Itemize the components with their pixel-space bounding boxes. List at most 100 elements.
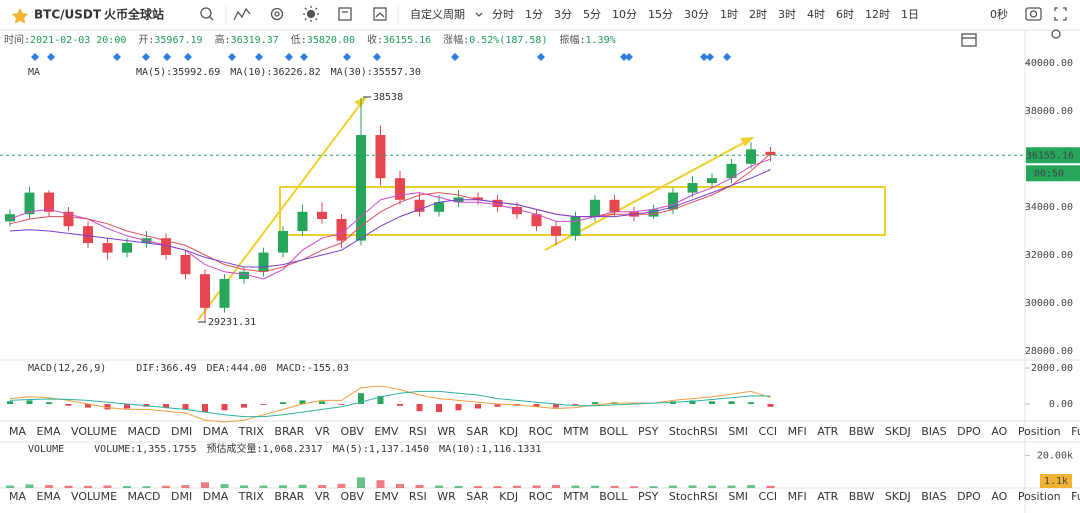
indicator-tab[interactable]: StochRSI	[669, 425, 718, 438]
indicator-tab[interactable]: RSI	[409, 425, 427, 438]
period-option[interactable]: 1日	[901, 8, 919, 21]
macd-bar	[7, 401, 13, 404]
indicator-tab[interactable]: OBV	[341, 490, 365, 503]
indicator-tab[interactable]: VOLUME	[71, 425, 117, 438]
period-option[interactable]: 12时	[865, 8, 890, 21]
indicator-tab[interactable]: VR	[315, 490, 331, 503]
period-option[interactable]: 6时	[836, 8, 854, 21]
period-option[interactable]: 15分	[648, 8, 673, 21]
indicator-tab[interactable]: EMA	[37, 425, 61, 438]
indicator-tab[interactable]: Fundflow	[1071, 425, 1080, 438]
symbol[interactable]: BTC/USDT	[34, 8, 102, 22]
indicator-tab[interactable]: BIAS	[921, 425, 946, 438]
indicator-tab[interactable]: DPO	[957, 425, 981, 438]
event-markers[interactable]	[31, 53, 731, 61]
theme-icon[interactable]	[303, 6, 319, 22]
indicator-tab[interactable]: BOLL	[599, 490, 628, 503]
indicator-tab[interactable]: TRIX	[238, 425, 265, 438]
exchange[interactable]: 火币全球站	[104, 7, 164, 22]
favorite-star[interactable]	[11, 8, 29, 24]
indicator-tab[interactable]: MTM	[563, 425, 589, 438]
range-box[interactable]	[279, 186, 886, 236]
indicator-tab[interactable]: KDJ	[499, 425, 518, 438]
settings-icon[interactable]	[270, 7, 284, 21]
indicator-tab[interactable]: ROC	[529, 425, 553, 438]
indicator-tab[interactable]: SMI	[728, 490, 748, 503]
indicator-tab[interactable]: MA	[9, 490, 26, 503]
indicator-tab[interactable]: DMI	[171, 425, 192, 438]
indicator-tab[interactable]: BRAR	[274, 490, 304, 503]
indicator-tab[interactable]: EMA	[37, 490, 61, 503]
indicator-tab[interactable]: MACD	[128, 425, 161, 438]
indicator-tab[interactable]: DMA	[203, 425, 229, 438]
period-option[interactable]: 3时	[778, 8, 796, 21]
indicator-tab[interactable]: VR	[315, 425, 331, 438]
period-option[interactable]: 10分	[612, 8, 637, 21]
calendar-icon[interactable]	[961, 33, 977, 47]
period-option[interactable]: 2时	[749, 8, 767, 21]
indicator-icon[interactable]	[233, 7, 251, 21]
indicator-tab[interactable]: PSY	[638, 490, 659, 503]
indicator-tab[interactable]: SMI	[728, 425, 748, 438]
period-option[interactable]: 1时	[720, 8, 738, 21]
indicator-tab[interactable]: OBV	[341, 425, 365, 438]
period-option[interactable]: 30分	[684, 8, 709, 21]
indicator-tab[interactable]: BBW	[849, 425, 875, 438]
indicator-tab[interactable]: WR	[437, 425, 456, 438]
layout-icon[interactable]	[338, 7, 352, 21]
period-option[interactable]: 1分	[525, 8, 543, 21]
indicator-tab[interactable]: MA	[9, 425, 26, 438]
period-option[interactable]: 3分	[554, 8, 572, 21]
indicator-tab[interactable]: DMA	[203, 490, 229, 503]
indicator-tab[interactable]: CCI	[759, 425, 778, 438]
indicator-tab[interactable]: KDJ	[499, 490, 518, 503]
macd-bar	[241, 403, 247, 408]
indicator-tab[interactable]: MTM	[563, 490, 589, 503]
indicator-tab[interactable]: VOLUME	[71, 490, 117, 503]
dropdown-arrow[interactable]	[475, 12, 483, 17]
indicator-tab[interactable]: SAR	[466, 490, 489, 503]
indicator-tab[interactable]: ATR	[817, 425, 838, 438]
indicator-tab[interactable]: Position	[1018, 425, 1061, 438]
info-bar: 时间:2021-02-03 20:00 开:35967.19 高:36319.37 低…	[4, 33, 616, 46]
indicator-tab[interactable]: MACD	[128, 490, 161, 503]
indicator-tab[interactable]: BRAR	[274, 425, 304, 438]
snapshot-icon[interactable]	[373, 7, 387, 21]
indicator-tab[interactable]: Fundflow	[1071, 490, 1080, 503]
indicator-tab[interactable]: AO	[991, 425, 1007, 438]
camera-icon[interactable]	[1025, 7, 1042, 21]
indicator-tab[interactable]: MFI	[788, 425, 807, 438]
indicator-tab[interactable]: StochRSI	[669, 490, 718, 503]
candle-body	[531, 214, 542, 227]
candle-body	[609, 199, 620, 212]
indicator-tab[interactable]: BIAS	[921, 490, 946, 503]
indicator-tab[interactable]: WR	[437, 490, 456, 503]
indicator-tab[interactable]: ATR	[817, 490, 838, 503]
macd-bar	[182, 403, 189, 410]
indicator-tab[interactable]: BBW	[849, 490, 875, 503]
indicator-tab[interactable]: EMV	[374, 490, 398, 503]
indicator-tab[interactable]: MFI	[788, 490, 807, 503]
search-icon[interactable]	[200, 7, 214, 21]
candle-body	[122, 243, 132, 253]
custom-period[interactable]: 自定义周期	[410, 7, 465, 21]
indicator-tab[interactable]: Position	[1018, 490, 1061, 503]
indicator-tab[interactable]: TRIX	[238, 490, 265, 503]
settings-small-icon[interactable]	[1051, 29, 1061, 39]
indicator-tab[interactable]: SKDJ	[885, 490, 911, 503]
indicator-tab[interactable]: DMI	[171, 490, 192, 503]
indicator-tab[interactable]: SAR	[466, 425, 489, 438]
indicator-tab[interactable]: AO	[991, 490, 1007, 503]
period-option[interactable]: 5分	[583, 8, 601, 21]
indicator-tab[interactable]: BOLL	[599, 425, 628, 438]
period-option[interactable]: 4时	[807, 8, 825, 21]
period-option[interactable]: 分时	[492, 8, 514, 21]
fullscreen-icon[interactable]	[1054, 7, 1067, 21]
indicator-tab[interactable]: DPO	[957, 490, 981, 503]
indicator-tab[interactable]: EMV	[374, 425, 398, 438]
indicator-tab[interactable]: ROC	[529, 490, 553, 503]
indicator-tab[interactable]: RSI	[409, 490, 427, 503]
indicator-tab[interactable]: PSY	[638, 425, 659, 438]
indicator-tab[interactable]: CCI	[759, 490, 778, 503]
indicator-tab[interactable]: SKDJ	[885, 425, 911, 438]
